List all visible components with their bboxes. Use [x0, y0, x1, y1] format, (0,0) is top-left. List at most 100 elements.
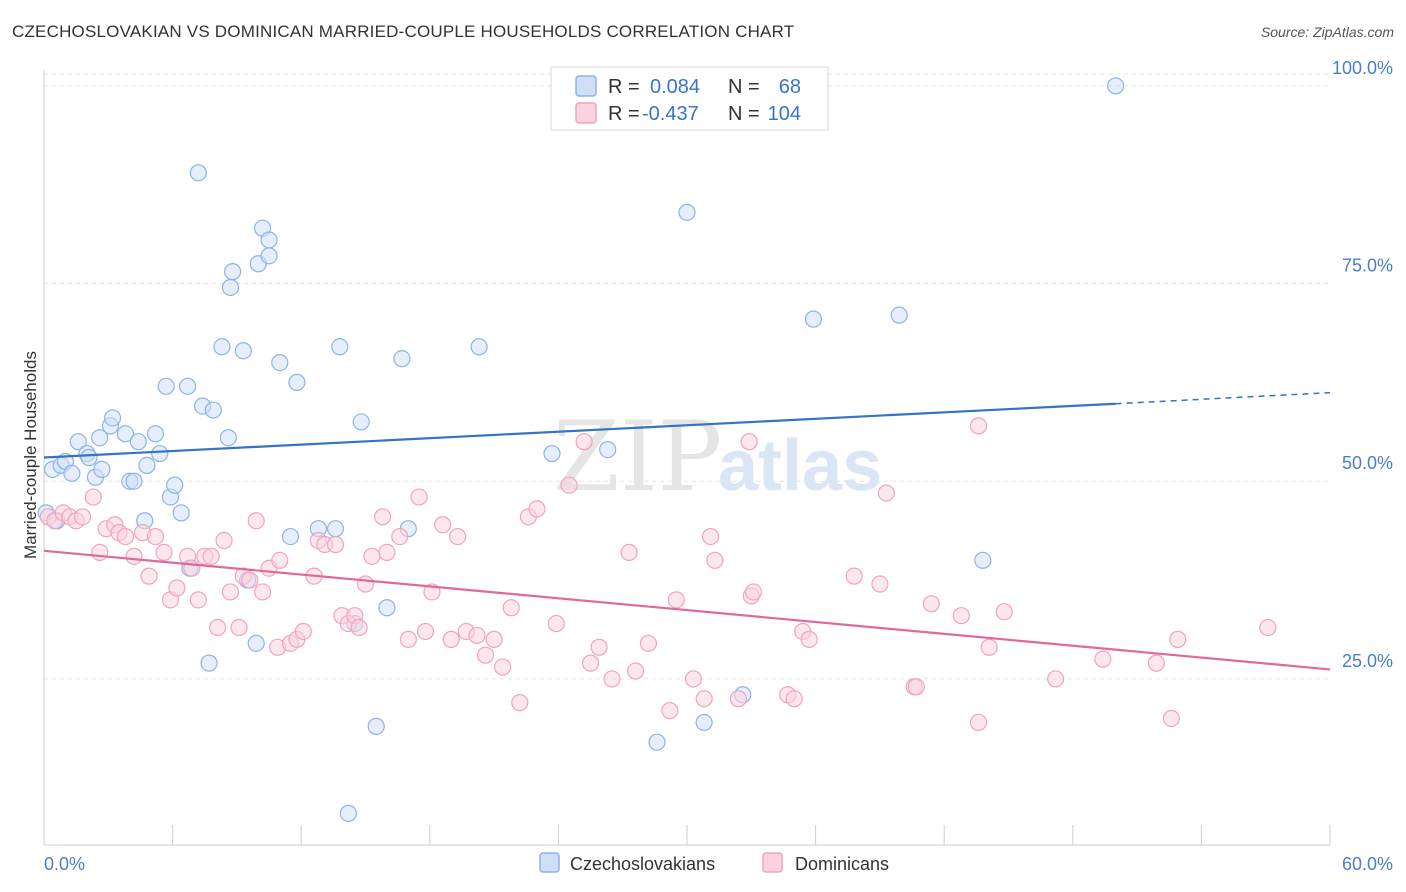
point-dominicans: [800, 630, 818, 648]
point-dominicans: [494, 658, 512, 676]
x-axis-ticks: [43, 825, 1331, 845]
point-czechoslovakians: [339, 804, 357, 822]
point-dominicans: [980, 638, 998, 656]
point-czechoslovakians: [234, 342, 252, 360]
point-dominicans: [1047, 670, 1065, 688]
point-dominicans: [1094, 650, 1112, 668]
point-dominicans: [661, 701, 679, 720]
point-czechoslovakians: [678, 203, 696, 221]
point-czechoslovakians: [890, 306, 908, 324]
point-dominicans: [356, 575, 375, 593]
y-tick-label: 50.0%: [1342, 453, 1393, 473]
point-dominicans: [449, 527, 467, 546]
point-czechoslovakians: [281, 527, 300, 546]
point-czechoslovakians: [648, 733, 666, 751]
point-czechoslovakians: [204, 401, 222, 419]
legend-n-label: N =: [728, 76, 760, 98]
point-dominicans: [442, 630, 460, 648]
point-dominicans: [209, 618, 227, 637]
point-dominicans: [378, 543, 396, 561]
point-czechoslovakians: [93, 460, 111, 478]
y-tick-label: 25.0%: [1342, 651, 1393, 671]
y-axis-label: Married-couple Households: [21, 351, 40, 559]
point-dominicans: [155, 543, 173, 561]
chart-title: CZECHOSLOVAKIAN VS DOMINICAN MARRIED-COU…: [12, 22, 795, 41]
point-dominicans: [230, 618, 248, 637]
point-dominicans: [146, 527, 165, 546]
point-czechoslovakians: [213, 338, 231, 356]
point-dominicans: [785, 690, 803, 708]
point-dominicans: [350, 618, 368, 637]
point-czechoslovakians: [543, 444, 561, 463]
point-czechoslovakians: [116, 425, 135, 443]
legend-n-value-czechoslovakians: 68: [779, 76, 801, 98]
point-dominicans: [877, 484, 895, 502]
point-dominicans: [701, 527, 720, 546]
point-czechoslovakians: [288, 373, 306, 391]
y-tick-label: 75.0%: [1342, 256, 1393, 276]
point-dominicans: [560, 476, 578, 494]
legend-n-label: N =: [728, 103, 760, 125]
legend-r-label: R =: [608, 76, 640, 98]
point-czechoslovakians: [224, 263, 242, 281]
series-legend: Czechoslovakians Dominicans: [539, 852, 889, 874]
point-dominicans: [845, 567, 863, 585]
point-czechoslovakians: [804, 310, 823, 328]
correlation-legend: R = 0.084 N = 68 R = -0.437 N = 104: [550, 66, 829, 131]
point-dominicans: [952, 607, 970, 625]
point-czechoslovakians: [91, 429, 109, 447]
point-czechoslovakians: [1107, 77, 1125, 95]
y-axis-tick-labels: 25.0% 50.0% 75.0% 100.0%: [1332, 58, 1393, 671]
point-dominicans: [969, 417, 988, 435]
point-dominicans: [73, 508, 92, 526]
point-dominicans: [485, 630, 503, 648]
point-dominicans: [907, 678, 925, 696]
point-czechoslovakians: [151, 444, 169, 463]
point-czechoslovakians: [260, 231, 278, 249]
legend-r-value-czechoslovakians: 0.084: [650, 76, 700, 98]
point-dominicans: [547, 614, 565, 633]
point-dominicans: [168, 579, 186, 597]
point-dominicans: [91, 543, 109, 561]
point-dominicans: [639, 634, 658, 652]
point-czechoslovakians: [247, 634, 265, 652]
point-czechoslovakians: [146, 425, 165, 443]
point-czechoslovakians: [157, 377, 175, 395]
point-czechoslovakians: [367, 717, 385, 735]
point-dominicans: [434, 516, 452, 534]
legend-n-value-dominicans: 104: [768, 103, 801, 125]
point-dominicans: [922, 595, 940, 613]
point-dominicans: [871, 575, 889, 593]
point-dominicans: [221, 583, 240, 601]
point-czechoslovakians: [129, 433, 147, 451]
point-dominicans: [476, 646, 495, 664]
point-dominicans: [528, 500, 546, 518]
point-dominicans: [1259, 618, 1277, 637]
point-czechoslovakians: [695, 713, 713, 732]
point-dominicans: [374, 508, 392, 526]
legend-label-czechoslovakians: Czechoslovakians: [570, 854, 715, 874]
point-czechoslovakians: [974, 551, 992, 569]
point-dominicans: [271, 551, 289, 569]
point-dominicans: [202, 547, 220, 565]
legend-swatch-czechoslovakians: [575, 75, 597, 97]
point-dominicans: [729, 690, 748, 708]
point-czechoslovakians: [352, 413, 370, 431]
point-dominicans: [215, 531, 233, 550]
trend-lines: [43, 391, 1331, 671]
point-czechoslovakians: [125, 472, 143, 490]
trend-line-dominicans: [43, 549, 1331, 671]
x-tick-label-max: 60.0%: [1342, 854, 1393, 874]
point-dominicans: [511, 694, 529, 712]
legend-r-label: R =: [608, 103, 640, 125]
point-dominicans: [684, 670, 703, 688]
point-dominicans: [706, 551, 724, 569]
point-dominicans: [326, 535, 345, 554]
point-czechoslovakians: [599, 440, 617, 459]
point-dominicans: [1169, 630, 1187, 648]
point-czechoslovakians: [470, 338, 488, 356]
point-czechoslovakians: [219, 429, 237, 447]
point-dominicans: [969, 713, 988, 732]
legend-swatch-dominicans: [762, 852, 783, 873]
point-czechoslovakians: [326, 520, 345, 538]
